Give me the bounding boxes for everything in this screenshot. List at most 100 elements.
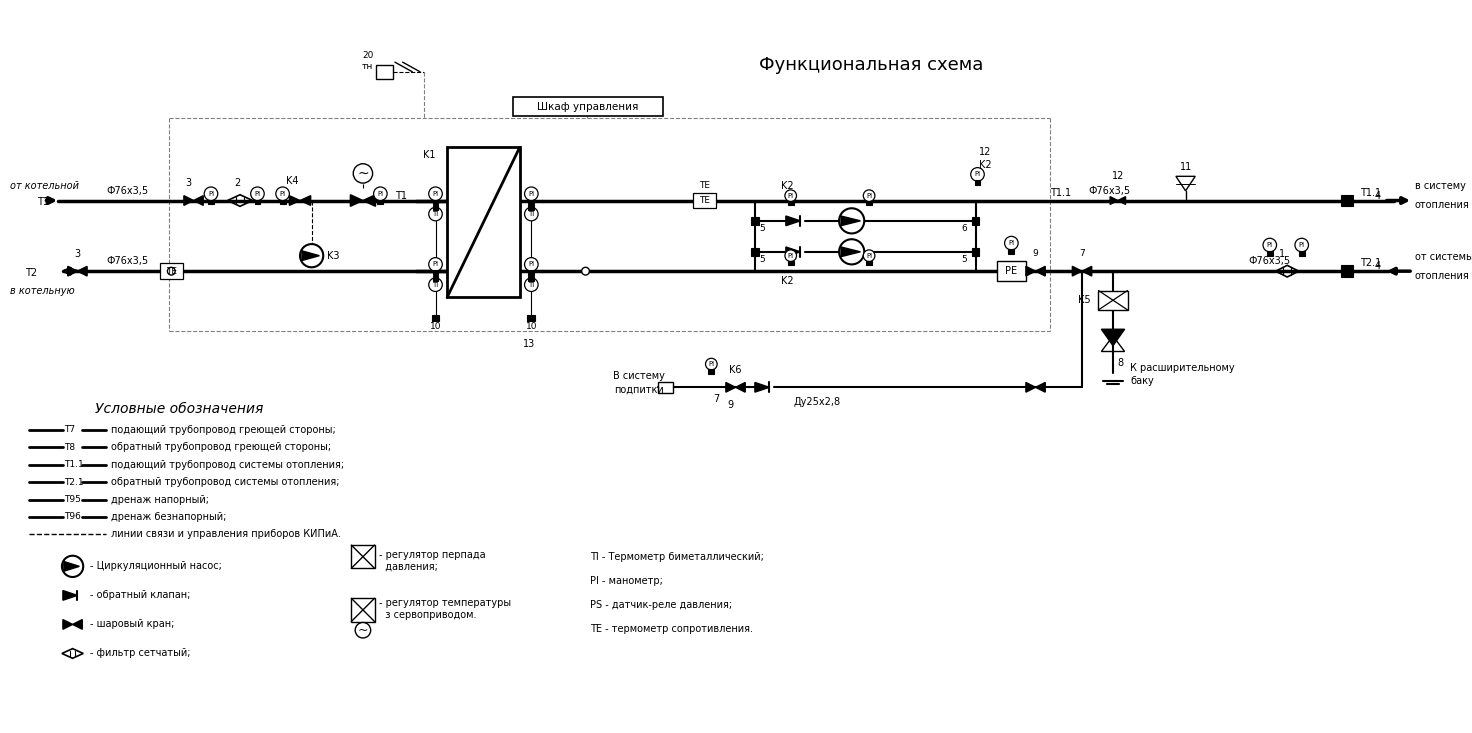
Polygon shape — [755, 383, 770, 392]
Text: 10: 10 — [526, 322, 537, 331]
Circle shape — [428, 257, 442, 271]
Text: PS - датчик-реле давления;: PS - датчик-реле давления; — [590, 600, 733, 610]
Bar — [352, 545, 374, 568]
Bar — [375, 65, 393, 78]
Text: 8: 8 — [1117, 358, 1125, 368]
Bar — [280, 199, 286, 205]
Text: Ф76х3,5: Ф76х3,5 — [106, 257, 149, 267]
Bar — [974, 180, 980, 185]
Circle shape — [355, 622, 371, 638]
Text: 3: 3 — [185, 178, 191, 188]
Bar — [528, 199, 534, 205]
Text: PI: PI — [1267, 242, 1273, 248]
Text: PI: PI — [208, 191, 213, 196]
Polygon shape — [786, 247, 801, 257]
Bar — [159, 263, 183, 279]
Text: PI: PI — [433, 191, 439, 196]
Text: T1.1: T1.1 — [63, 460, 84, 469]
Bar — [788, 201, 793, 205]
Circle shape — [839, 239, 864, 265]
Text: дренаж напорный;: дренаж напорный; — [112, 495, 209, 504]
Text: K1: K1 — [424, 150, 436, 160]
Polygon shape — [1082, 266, 1092, 276]
Circle shape — [524, 257, 539, 271]
Text: 1: 1 — [1279, 248, 1285, 259]
Text: T8: T8 — [63, 443, 75, 452]
Polygon shape — [786, 216, 801, 226]
Bar — [528, 270, 534, 275]
Bar — [1298, 251, 1304, 256]
Text: Ду25х2,8: Ду25х2,8 — [793, 397, 841, 407]
Text: TI: TI — [528, 211, 534, 217]
Text: в систему: в систему — [1415, 181, 1466, 191]
Polygon shape — [68, 266, 78, 276]
Text: K2: K2 — [782, 181, 793, 191]
Bar — [972, 248, 979, 256]
Bar — [1098, 290, 1128, 310]
Text: подпитки: подпитки — [614, 384, 664, 394]
Text: PI: PI — [255, 191, 261, 196]
Text: 12: 12 — [979, 147, 992, 157]
Text: Ф76х3,5: Ф76х3,5 — [1089, 186, 1130, 196]
Text: подающий трубопровод греющей стороны;: подающий трубопровод греющей стороны; — [112, 425, 336, 435]
Bar — [527, 314, 536, 320]
Text: PI: PI — [1298, 242, 1304, 248]
Text: 2: 2 — [234, 178, 240, 188]
Bar — [866, 201, 871, 205]
Circle shape — [839, 208, 864, 233]
Bar — [433, 199, 439, 205]
Circle shape — [353, 163, 372, 183]
Text: PI: PI — [866, 193, 873, 199]
Circle shape — [524, 187, 539, 201]
Text: - Циркуляционный насос;: - Циркуляционный насос; — [90, 561, 222, 571]
Text: PI - манометр;: PI - манометр; — [590, 576, 664, 586]
Bar — [788, 260, 793, 265]
Polygon shape — [841, 216, 861, 226]
Circle shape — [524, 278, 539, 292]
Text: TE: TE — [166, 267, 177, 276]
Text: T1.1: T1.1 — [1360, 188, 1381, 198]
Text: 9: 9 — [1033, 249, 1038, 258]
Text: PI: PI — [788, 193, 793, 199]
Text: T1.1: T1.1 — [1050, 188, 1072, 198]
Polygon shape — [1072, 266, 1082, 276]
Text: 20: 20 — [362, 51, 374, 60]
Bar — [433, 270, 439, 275]
Text: Условные обозначения: Условные обозначения — [94, 402, 263, 416]
Text: отопления: отопления — [1415, 271, 1469, 281]
Bar — [1341, 265, 1353, 277]
Polygon shape — [1036, 383, 1045, 392]
Circle shape — [1295, 238, 1309, 252]
Bar — [972, 217, 979, 225]
Bar — [751, 248, 758, 256]
Circle shape — [205, 187, 218, 201]
Text: TI - Термометр биметаллический;: TI - Термометр биметаллический; — [590, 552, 764, 561]
Text: 4: 4 — [1375, 262, 1381, 271]
Polygon shape — [63, 561, 79, 571]
Text: TI: TI — [433, 281, 439, 288]
Bar — [255, 199, 261, 205]
Text: 5: 5 — [760, 224, 765, 233]
Circle shape — [428, 187, 442, 201]
Text: отопления: отопления — [1415, 200, 1469, 210]
Circle shape — [1263, 238, 1276, 252]
Bar — [1341, 195, 1353, 206]
Text: K4: K4 — [286, 176, 299, 186]
Text: T95: T95 — [63, 495, 81, 504]
Bar — [208, 199, 213, 205]
Text: Функциональная схема: Функциональная схема — [760, 56, 983, 74]
Text: Ф76х3,5: Ф76х3,5 — [106, 186, 149, 196]
Circle shape — [374, 187, 387, 201]
Circle shape — [705, 358, 717, 370]
Text: дренаж безнапорный;: дренаж безнапорный; — [112, 512, 227, 522]
Circle shape — [428, 207, 442, 221]
Bar — [751, 217, 758, 225]
Text: Шкаф управления: Шкаф управления — [537, 102, 639, 111]
Text: TE: TE — [699, 196, 710, 205]
Text: обратный трубопровод системы отопления;: обратный трубопровод системы отопления; — [112, 477, 340, 487]
Text: тн: тн — [362, 62, 374, 71]
Polygon shape — [193, 196, 203, 205]
Text: 13: 13 — [523, 339, 534, 349]
Polygon shape — [78, 266, 87, 276]
Text: TI: TI — [433, 211, 439, 217]
